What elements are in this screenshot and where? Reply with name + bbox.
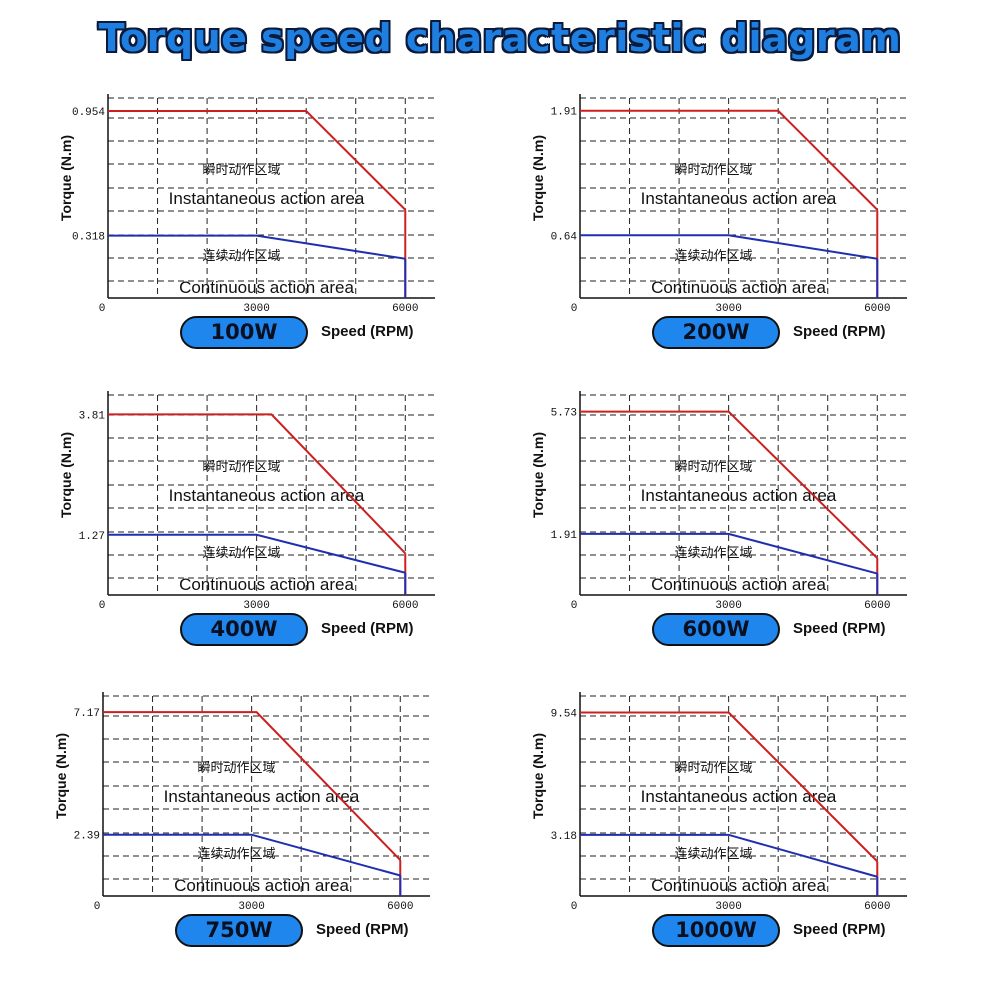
y-tick-label: 1.91 (551, 530, 578, 542)
x-axis-label: Speed (RPM) (321, 620, 414, 637)
power-rating-badge: 750W (175, 914, 303, 947)
continuous-area-cn-label: 连续动作区域 (674, 545, 752, 561)
x-tick-label: 3000 (243, 600, 269, 612)
instantaneous-torque-line (108, 413, 406, 554)
continuous-area-cn-label: 连续动作区域 (674, 846, 752, 862)
instantaneous-torque-line (580, 109, 878, 211)
chart-panel-750w: Torque (N.m) 7.17 2.39 0 3000 6000 瞬时动作区域 Insta… (50, 686, 530, 986)
continuous-area-cn-label: 连续动作区域 (202, 248, 280, 264)
continuous-torque-line (580, 234, 878, 260)
power-rating-badge: 400W (180, 613, 308, 646)
x-tick-label: 0 (99, 303, 106, 315)
instantaneous-area-cn-label: 瞬时动作区域 (674, 460, 752, 475)
x-tick-label: 6000 (392, 303, 418, 315)
y-tick-label: 9.54 (551, 709, 578, 721)
y-axis-label: Torque (N.m) (530, 135, 546, 221)
x-axis-label: Speed (RPM) (793, 323, 886, 340)
x-tick-label: 6000 (864, 901, 890, 913)
continuous-area-label: Continuous action area (651, 575, 826, 594)
torque-speed-chart: Torque (N.m) 3.81 1.27 0 3000 6000 瞬时动作区域 Insta… (58, 391, 435, 612)
chart-panel-1000w: Torque (N.m) 9.54 3.18 0 3000 6000 瞬时动作区域 Insta… (527, 686, 1000, 986)
y-tick-label: 0.64 (551, 231, 578, 243)
instantaneous-area-cn-label: 瞬时动作区域 (202, 163, 280, 178)
power-rating-badge: 200W (652, 316, 780, 349)
y-axis-label: Torque (N.m) (530, 733, 546, 819)
x-tick-label: 0 (571, 901, 578, 913)
power-rating-badge: 100W (180, 316, 308, 349)
main-title: Torque speed characteristic diagram (98, 16, 902, 60)
x-tick-label: 6000 (392, 600, 418, 612)
x-tick-label: 6000 (864, 600, 890, 612)
continuous-torque-line (580, 532, 878, 575)
x-axis-label: Speed (RPM) (793, 921, 886, 938)
chart-panel-600w: Torque (N.m) 5.73 1.91 0 3000 6000 瞬时动作区域 Insta… (527, 385, 1000, 685)
torque-speed-chart: Torque (N.m) 9.54 3.18 0 3000 6000 瞬时动作区域 Insta… (530, 692, 907, 913)
y-tick-label: 2.39 (74, 831, 100, 843)
torque-speed-chart: Torque (N.m) 0.954 0.318 0 3000 6000 瞬时动作区域 Ins… (58, 94, 435, 315)
continuous-area-cn-label: 连续动作区域 (674, 248, 752, 264)
y-tick-label: 1.27 (79, 531, 105, 543)
y-axis-label: Torque (N.m) (58, 432, 74, 518)
x-tick-label: 3000 (238, 901, 264, 913)
chart-panel-200w: Torque (N.m) 1.91 0.64 0 3000 6000 瞬时动作区域 Insta… (527, 88, 1000, 388)
instantaneous-torque-line (103, 711, 401, 861)
power-rating-badge: 1000W (652, 914, 780, 947)
x-tick-label: 6000 (387, 901, 413, 913)
y-tick-label: 3.18 (551, 831, 577, 843)
torque-speed-chart: Torque (N.m) 1.91 0.64 0 3000 6000 瞬时动作区域 Insta… (530, 94, 907, 315)
x-tick-label: 6000 (864, 303, 890, 315)
y-tick-label: 1.91 (551, 107, 578, 119)
x-tick-label: 0 (99, 600, 106, 612)
continuous-torque-line (580, 833, 878, 878)
power-rating-badge: 600W (652, 613, 780, 646)
continuous-torque-line (103, 833, 401, 877)
x-axis-label: Speed (RPM) (321, 323, 414, 340)
instantaneous-area-label: Instantaneous action area (641, 189, 837, 208)
instantaneous-area-label: Instantaneous action area (169, 486, 365, 505)
instantaneous-area-label: Instantaneous action area (641, 486, 837, 505)
continuous-area-label: Continuous action area (651, 278, 826, 297)
instantaneous-torque-line (580, 410, 878, 559)
continuous-torque-line (108, 234, 406, 260)
continuous-area-label: Continuous action area (179, 575, 354, 594)
continuous-area-label: Continuous action area (179, 278, 354, 297)
continuous-area-cn-label: 连续动作区域 (197, 846, 275, 862)
instantaneous-torque-line (108, 109, 406, 211)
x-tick-label: 3000 (243, 303, 269, 315)
instantaneous-area-label: Instantaneous action area (641, 787, 837, 806)
y-axis-label: Torque (N.m) (530, 432, 546, 518)
chart-panel-400w: Torque (N.m) 3.81 1.27 0 3000 6000 瞬时动作区域 Insta… (55, 385, 535, 685)
x-tick-label: 0 (94, 901, 101, 913)
instantaneous-area-cn-label: 瞬时动作区域 (674, 761, 752, 776)
instantaneous-area-cn-label: 瞬时动作区域 (197, 761, 275, 776)
continuous-area-label: Continuous action area (174, 876, 349, 895)
y-tick-label: 7.17 (74, 708, 100, 720)
y-tick-label: 3.81 (79, 410, 106, 422)
instantaneous-area-label: Instantaneous action area (169, 189, 365, 208)
continuous-area-cn-label: 连续动作区域 (202, 545, 280, 561)
x-tick-label: 0 (571, 600, 578, 612)
x-tick-label: 3000 (715, 901, 741, 913)
x-tick-label: 3000 (715, 303, 741, 315)
torque-speed-chart: Torque (N.m) 5.73 1.91 0 3000 6000 瞬时动作区域 Insta… (530, 391, 907, 612)
instantaneous-area-label: Instantaneous action area (164, 787, 360, 806)
x-tick-label: 3000 (715, 600, 741, 612)
y-tick-label: 5.73 (551, 408, 577, 420)
x-tick-label: 0 (571, 303, 578, 315)
y-axis-label: Torque (N.m) (58, 135, 74, 221)
y-tick-label: 0.954 (72, 107, 105, 119)
instantaneous-area-cn-label: 瞬时动作区域 (674, 163, 752, 178)
instantaneous-torque-line (580, 711, 878, 863)
y-axis-label: Torque (N.m) (53, 733, 69, 819)
x-axis-label: Speed (RPM) (316, 921, 409, 938)
y-tick-label: 0.318 (72, 232, 105, 244)
instantaneous-area-cn-label: 瞬时动作区域 (202, 460, 280, 475)
continuous-torque-line (108, 533, 406, 574)
chart-panel-100w: Torque (N.m) 0.954 0.318 0 3000 6000 瞬时动作区域 Ins… (55, 88, 535, 388)
torque-speed-chart: Torque (N.m) 7.17 2.39 0 3000 6000 瞬时动作区域 Insta… (53, 692, 430, 913)
x-axis-label: Speed (RPM) (793, 620, 886, 637)
continuous-area-label: Continuous action area (651, 876, 826, 895)
